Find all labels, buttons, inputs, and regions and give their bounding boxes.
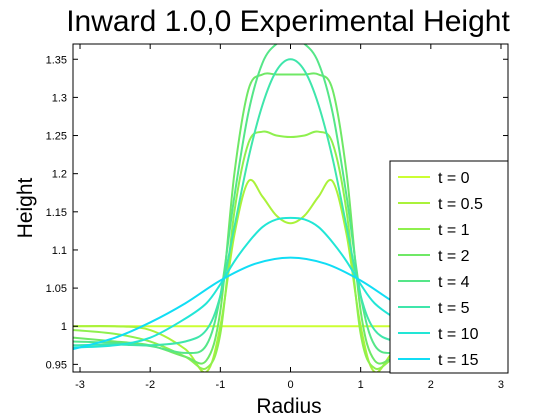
y-tick-label: 1.1 [52, 245, 67, 257]
x-tick-label: -1 [215, 379, 225, 391]
series-layer [73, 44, 508, 372]
legend-label-1: t = 0.5 [438, 196, 483, 213]
legend: t = 0 t = 0.5 t = 1 t = 2 t = 4 t = 5 t = 10 t … [389, 160, 509, 374]
legend-label-3: t = 2 [438, 248, 470, 265]
series-line-3 [73, 72, 508, 365]
x-tick-label: -3 [75, 379, 85, 391]
x-tick-label: 3 [498, 379, 504, 391]
series-line-6 [73, 216, 508, 349]
legend-label-7: t = 15 [438, 352, 479, 369]
y-tick-label: 0.95 [46, 359, 67, 371]
x-axis-label: Radius [256, 395, 321, 418]
y-tick-label: 1.35 [46, 54, 67, 66]
legend-label-5: t = 5 [438, 300, 470, 317]
series-line-4 [73, 44, 508, 355]
x-tick-label: 0 [287, 379, 293, 391]
legend-label-0: t = 0 [438, 170, 470, 187]
legend-label-4: t = 4 [438, 274, 470, 291]
y-tick-label: 1.15 [46, 207, 67, 219]
series-line-5 [73, 58, 508, 347]
legend-box [389, 160, 509, 374]
y-tick-label: 1 [61, 321, 67, 333]
y-axis-label: Height [14, 177, 37, 238]
x-tick-label: 2 [428, 379, 434, 391]
x-tick-label: -2 [145, 379, 155, 391]
legend-label-2: t = 1 [438, 222, 470, 239]
legend-label-6: t = 10 [438, 326, 479, 343]
y-tick-label: 1.2 [52, 169, 67, 181]
y-tick-label: 1.25 [46, 131, 67, 143]
x-tick-label: 1 [358, 379, 364, 391]
tick-layer: -3 -2 -1 0 1 2 3 0.95 1 1.05 1.1 1.15 1.2 1.25 1.3 1.35 [46, 44, 508, 391]
series-line-2 [73, 130, 508, 370]
y-tick-label: 1.3 [52, 92, 67, 104]
chart-title: Inward 1.0,0 Experimental Height [66, 5, 510, 38]
y-tick-label: 1.05 [46, 283, 67, 295]
